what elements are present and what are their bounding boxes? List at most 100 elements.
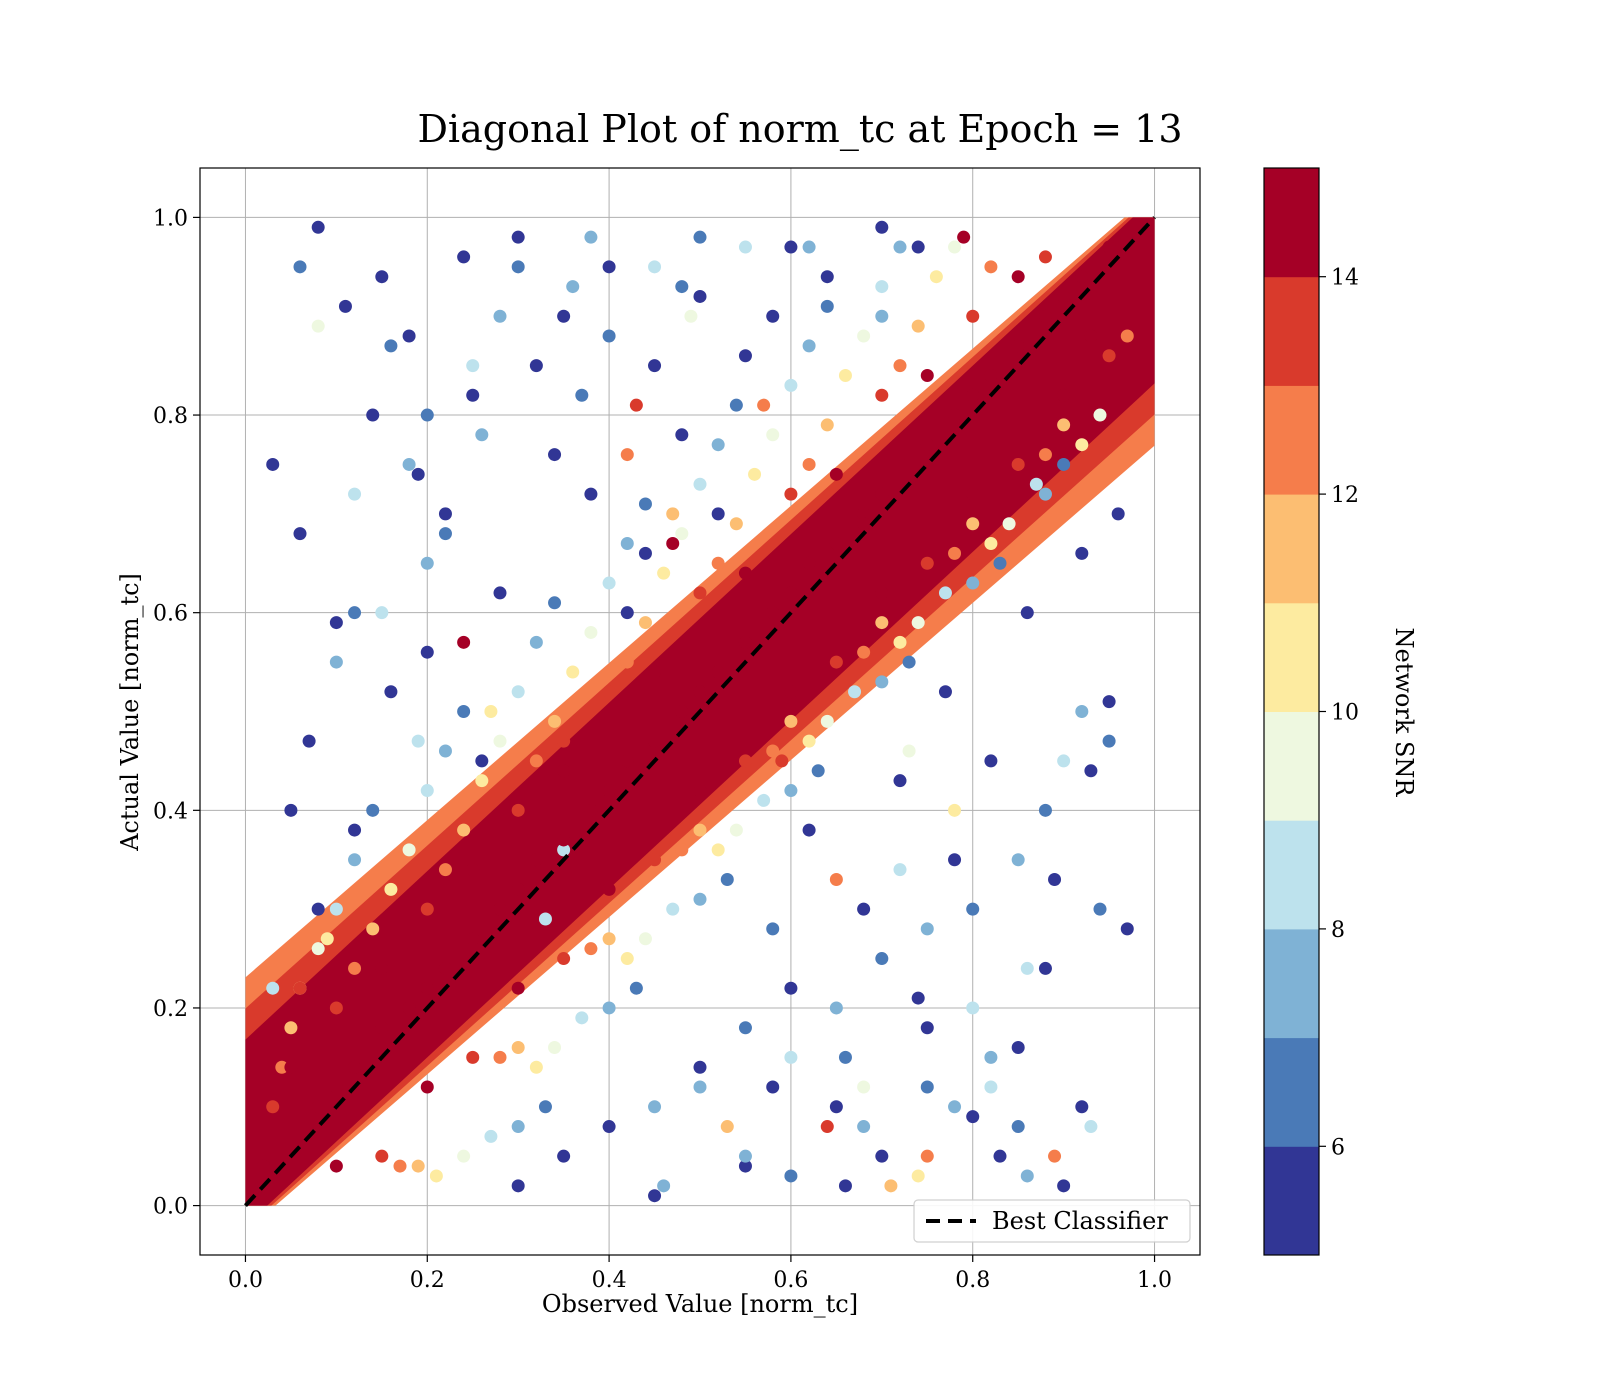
scatter-point bbox=[720, 872, 734, 886]
scatter-point bbox=[984, 754, 998, 768]
scatter-point bbox=[784, 1169, 798, 1183]
scatter-point bbox=[920, 556, 934, 570]
scatter-point bbox=[984, 1080, 998, 1094]
scatter-point bbox=[920, 438, 934, 452]
scatter-point bbox=[384, 339, 398, 353]
scatter-point bbox=[648, 734, 662, 748]
scatter-point bbox=[784, 240, 798, 254]
scatter-point bbox=[993, 556, 1007, 570]
colorbar-ticks: 6 8 10 12 14 bbox=[1319, 266, 1359, 1160]
scatter-point bbox=[857, 902, 871, 916]
scatter-point bbox=[493, 902, 507, 916]
scatter-point bbox=[1057, 457, 1071, 471]
scatter-point bbox=[738, 1159, 752, 1173]
legend-label-best-classifier: Best Classifier bbox=[992, 1207, 1168, 1235]
scatter-point bbox=[820, 714, 834, 728]
scatter-point bbox=[648, 260, 662, 274]
scatter-point bbox=[829, 467, 843, 481]
scatter-point bbox=[311, 942, 325, 956]
scatter-point bbox=[1048, 872, 1062, 886]
scatter-point bbox=[1120, 329, 1134, 343]
scatter-point bbox=[1075, 546, 1089, 560]
scatter-point bbox=[638, 497, 652, 511]
x-tick-label: 0.4 bbox=[592, 1268, 627, 1293]
scatter-point bbox=[484, 705, 498, 718]
scatter-point bbox=[548, 1040, 562, 1054]
scatter-point bbox=[511, 685, 525, 699]
scatter-point bbox=[875, 220, 889, 234]
colorbar-tick-label: 8 bbox=[1331, 918, 1345, 943]
scatter-point bbox=[420, 645, 434, 659]
scatter-point bbox=[757, 398, 771, 412]
colorbar: 6 8 10 12 14 Network SNR bbox=[1263, 167, 1418, 1256]
scatter-point bbox=[466, 359, 480, 373]
scatter-point bbox=[711, 665, 725, 679]
scatter-point bbox=[584, 487, 598, 501]
scatter-point bbox=[438, 744, 452, 758]
scatter-point bbox=[966, 1110, 980, 1124]
scatter-point bbox=[1020, 1169, 1034, 1183]
scatter-point bbox=[438, 507, 452, 521]
scatter-point bbox=[311, 902, 325, 916]
scatter-point bbox=[538, 1100, 552, 1114]
scatter-point bbox=[920, 369, 934, 383]
colorbar-tick-label: 14 bbox=[1331, 266, 1359, 291]
scatter-point bbox=[557, 833, 571, 847]
scatter-point bbox=[829, 1100, 843, 1114]
scatter-point bbox=[620, 606, 634, 620]
scatter-point bbox=[1102, 349, 1116, 363]
colorbar-bin bbox=[1264, 711, 1319, 821]
scatter-point bbox=[802, 734, 816, 748]
scatter-point bbox=[384, 685, 398, 699]
scatter-point bbox=[511, 1040, 525, 1054]
y-tick-label: 0.2 bbox=[153, 997, 188, 1022]
scatter-point bbox=[838, 369, 852, 383]
scatter-point bbox=[738, 1021, 752, 1035]
scatter-point bbox=[766, 922, 780, 936]
scatter-point bbox=[375, 270, 389, 284]
scatter-point bbox=[529, 853, 543, 867]
x-tick-label: 0.0 bbox=[228, 1268, 263, 1293]
scatter-point bbox=[1102, 240, 1116, 254]
scatter-point bbox=[738, 240, 752, 254]
scatter-point bbox=[648, 1100, 662, 1114]
scatter-point bbox=[838, 1050, 852, 1064]
scatter-point bbox=[857, 645, 871, 659]
scatter-point bbox=[838, 1179, 852, 1193]
scatter-point bbox=[602, 882, 616, 896]
scatter-point bbox=[511, 1120, 525, 1134]
scatter-point bbox=[602, 932, 616, 946]
scatter-point bbox=[875, 280, 889, 294]
scatter-point bbox=[457, 823, 471, 837]
scatter-point bbox=[966, 576, 980, 590]
scatter-point bbox=[548, 714, 562, 728]
scatter-point bbox=[693, 784, 707, 798]
scatter-point bbox=[1102, 734, 1116, 748]
scatter-point bbox=[584, 625, 598, 639]
scatter-point bbox=[375, 1021, 389, 1035]
colorbar-bin bbox=[1264, 494, 1319, 604]
scatter-point bbox=[602, 1001, 616, 1015]
scatter-point bbox=[329, 655, 343, 669]
scatter-point bbox=[693, 230, 707, 244]
colorbar-bins bbox=[1264, 168, 1319, 1256]
x-tick-label: 1.0 bbox=[1137, 1268, 1172, 1293]
scatter-point bbox=[875, 616, 889, 630]
scatter-point bbox=[966, 388, 980, 402]
scatter-point bbox=[375, 1149, 389, 1163]
scatter-point bbox=[684, 309, 698, 323]
best-classifier-line bbox=[243, 216, 1157, 1207]
scatter-point bbox=[1038, 803, 1052, 817]
scatter-point bbox=[893, 457, 907, 471]
scatter-point bbox=[511, 803, 525, 817]
scatter-point bbox=[457, 635, 471, 649]
scatter-point bbox=[602, 685, 616, 699]
scatter-point bbox=[820, 299, 834, 313]
scatter-point bbox=[466, 388, 480, 402]
scatter-point bbox=[402, 457, 416, 471]
scatter-point bbox=[402, 329, 416, 343]
scatter-point bbox=[1075, 438, 1089, 452]
scatter-point bbox=[1120, 922, 1134, 936]
scatter-point bbox=[784, 487, 798, 501]
scatter-point bbox=[1111, 507, 1125, 521]
